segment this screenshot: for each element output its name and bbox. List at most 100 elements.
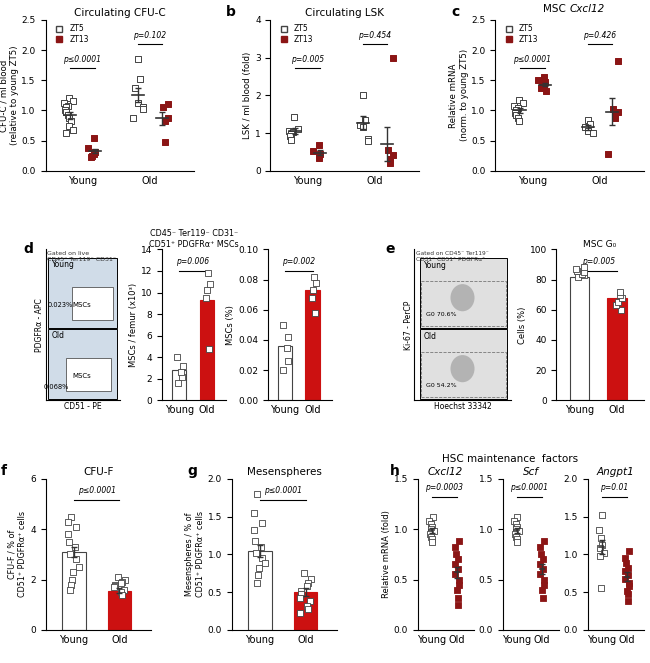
- Point: [454, 536, 464, 546]
- Point: [429, 526, 439, 536]
- Point: [66, 579, 77, 590]
- Text: c: c: [451, 5, 460, 19]
- Text: p=0.002: p=0.002: [282, 257, 315, 266]
- Point: [424, 529, 435, 540]
- Point: [118, 584, 129, 595]
- Point: [578, 262, 589, 272]
- Text: p=0.454: p=0.454: [358, 30, 391, 40]
- Bar: [248, 550, 272, 630]
- Point: [64, 120, 75, 131]
- Point: [66, 511, 76, 522]
- Text: p≤0.0001: p≤0.0001: [264, 487, 302, 495]
- Point: [303, 577, 313, 588]
- Point: [512, 103, 523, 113]
- Text: G0 54.2%: G0 54.2%: [426, 383, 456, 389]
- Point: [116, 578, 126, 589]
- Point: [624, 577, 634, 588]
- Point: [623, 545, 634, 556]
- Point: [355, 119, 365, 130]
- Point: [176, 367, 187, 378]
- Point: [363, 133, 373, 144]
- Point: [307, 292, 317, 303]
- Title: Cxcl12: Cxcl12: [428, 467, 463, 477]
- Point: [619, 573, 630, 584]
- Point: [385, 154, 395, 164]
- Title: Mesenspheres: Mesenspheres: [247, 467, 322, 477]
- Point: [452, 554, 463, 565]
- Point: [427, 512, 437, 522]
- Point: [580, 122, 590, 133]
- Point: [611, 300, 621, 310]
- Point: [613, 56, 623, 66]
- Point: [127, 113, 138, 123]
- Point: [135, 74, 146, 84]
- Point: [66, 574, 77, 585]
- Y-axis label: Ki-67 - PerCP: Ki-67 - PerCP: [404, 300, 413, 349]
- Point: [109, 581, 120, 592]
- Point: [313, 151, 324, 161]
- Point: [278, 365, 289, 375]
- Point: [511, 110, 521, 121]
- Y-axis label: PDGFRα - APC: PDGFRα - APC: [35, 298, 44, 352]
- Point: [514, 116, 524, 127]
- Point: [283, 332, 294, 342]
- Point: [65, 584, 75, 595]
- Bar: [49, 259, 117, 328]
- Legend: ZT5, ZT13: ZT5, ZT13: [51, 24, 90, 45]
- Point: [450, 559, 460, 570]
- Title: CD45⁻ Ter119⁻ CD31⁻
CD51⁺ PDGFRα⁺ MSCs: CD45⁻ Ter119⁻ CD31⁻ CD51⁺ PDGFRα⁺ MSCs: [150, 229, 239, 249]
- Text: b: b: [226, 5, 236, 19]
- Point: [623, 563, 633, 573]
- Point: [62, 100, 73, 111]
- Point: [363, 136, 373, 147]
- Point: [309, 271, 320, 282]
- Point: [303, 603, 313, 614]
- Point: [512, 537, 522, 548]
- Point: [536, 549, 546, 560]
- Point: [302, 601, 312, 611]
- Point: [68, 96, 79, 107]
- Point: [510, 105, 521, 116]
- Point: [203, 268, 214, 278]
- Point: [283, 356, 294, 367]
- Point: [110, 581, 120, 591]
- Point: [70, 542, 80, 552]
- Bar: [72, 287, 112, 320]
- Point: [571, 264, 581, 274]
- Point: [163, 99, 174, 110]
- Title: MSC G₀: MSC G₀: [583, 239, 617, 249]
- Y-axis label: LSK / ml blood (fold): LSK / ml blood (fold): [243, 52, 252, 139]
- Point: [306, 573, 316, 584]
- Point: [616, 292, 627, 303]
- Point: [512, 534, 522, 544]
- Bar: [420, 330, 507, 399]
- Point: [87, 151, 98, 161]
- Point: [120, 574, 130, 585]
- Bar: [306, 290, 320, 400]
- Text: p=0.005: p=0.005: [582, 257, 615, 266]
- Text: p=0.426: p=0.426: [583, 30, 616, 40]
- Point: [310, 308, 320, 318]
- Point: [285, 129, 296, 140]
- Point: [594, 525, 604, 536]
- Point: [250, 508, 260, 518]
- Point: [129, 82, 140, 93]
- Point: [358, 90, 369, 100]
- Point: [254, 563, 264, 573]
- Point: [117, 577, 127, 587]
- Point: [619, 566, 630, 576]
- Point: [609, 113, 619, 123]
- Point: [452, 584, 462, 595]
- Point: [88, 147, 99, 158]
- Point: [620, 558, 630, 569]
- Point: [384, 157, 395, 168]
- Point: [597, 540, 608, 550]
- Point: [302, 581, 312, 591]
- Point: [579, 267, 590, 277]
- Point: [313, 152, 324, 163]
- Bar: [49, 330, 117, 399]
- Point: [533, 75, 543, 86]
- Title: Angpt1: Angpt1: [597, 467, 634, 477]
- Point: [172, 378, 183, 389]
- Point: [202, 285, 213, 296]
